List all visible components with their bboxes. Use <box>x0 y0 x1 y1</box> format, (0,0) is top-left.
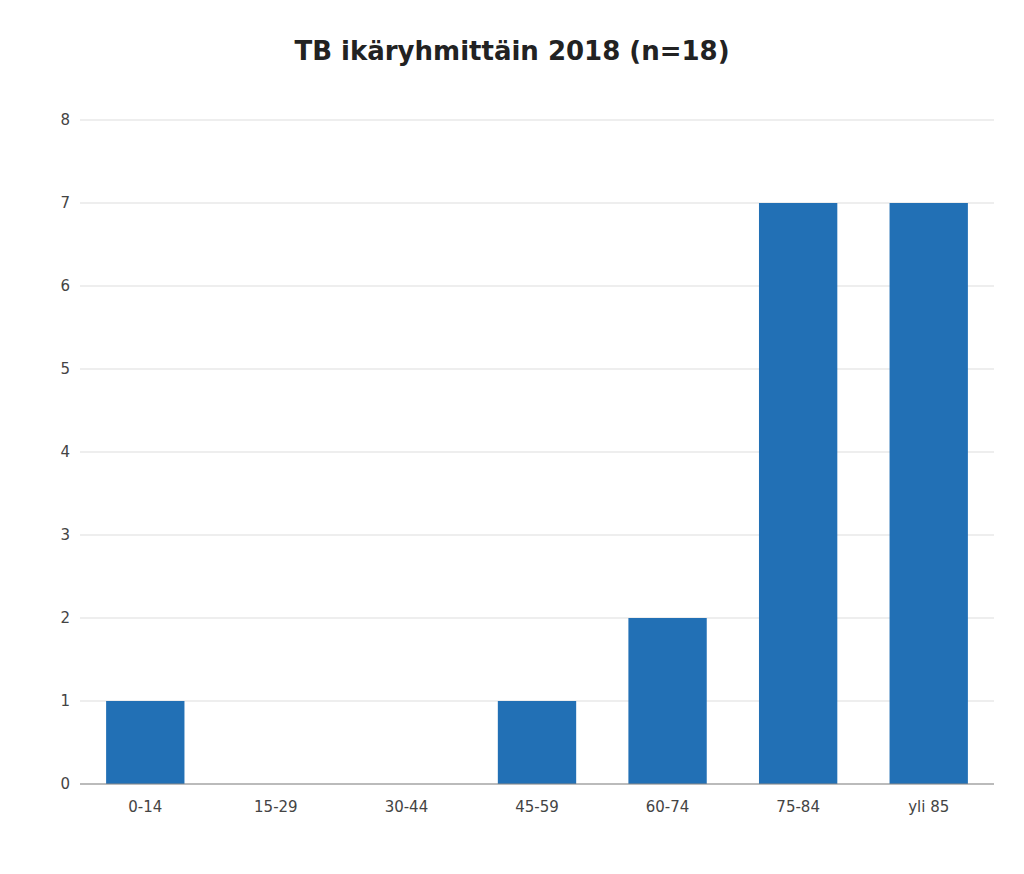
grid <box>80 120 994 784</box>
bars <box>106 203 968 784</box>
y-tick-label: 1 <box>60 692 70 710</box>
bar <box>106 701 184 784</box>
grid-line <box>80 369 994 370</box>
y-tick-label: 2 <box>60 609 70 627</box>
chart-container: TB ikäryhmittäin 2018 (n=18) 0 1 2 3 4 5 6 7 8 0-1… <box>0 0 1024 874</box>
y-tick-label: 0 <box>60 775 70 793</box>
bar <box>759 203 837 784</box>
x-tick-label: 45-59 <box>515 798 559 816</box>
y-tick-label: 7 <box>60 194 70 212</box>
y-tick-label: 4 <box>60 443 70 461</box>
grid-line <box>80 535 994 536</box>
x-tick-label: 0-14 <box>128 798 162 816</box>
bar <box>498 701 576 784</box>
x-tick-label: 15-29 <box>254 798 298 816</box>
grid-line <box>80 784 994 785</box>
y-tick-label: 6 <box>60 277 70 295</box>
x-axis-line <box>80 784 994 785</box>
grid-line <box>80 203 994 204</box>
grid-line <box>80 286 994 287</box>
chart-svg: TB ikäryhmittäin 2018 (n=18) 0 1 2 3 4 5 6 7 8 0-1… <box>0 0 1024 874</box>
bar <box>628 618 706 784</box>
y-tick-label: 3 <box>60 526 70 544</box>
grid-line <box>80 120 994 121</box>
x-tick-label: 30-44 <box>385 798 429 816</box>
x-tick-label: 75-84 <box>776 798 820 816</box>
y-tick-label: 8 <box>60 111 70 129</box>
bar <box>890 203 968 784</box>
x-tick-label: 60-74 <box>646 798 690 816</box>
grid-line <box>80 618 994 619</box>
x-tick-label: yli 85 <box>908 798 949 816</box>
grid-line <box>80 452 994 453</box>
title: TB ikäryhmittäin 2018 (n=18) <box>294 36 729 66</box>
y-tick-label: 5 <box>60 360 70 378</box>
